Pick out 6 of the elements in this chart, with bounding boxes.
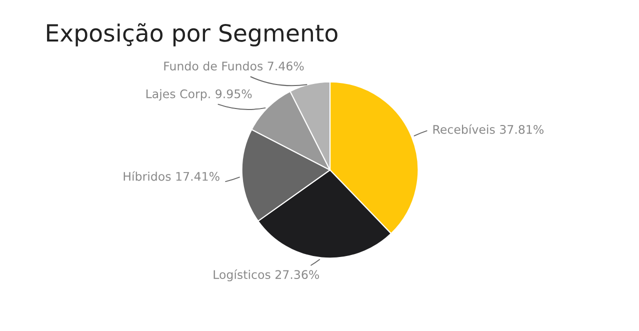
chart-title: Exposição por Segmento — [47, 23, 338, 46]
slice-label: Híbridos 17.41% — [124, 171, 220, 181]
slice-label: Lajes Corp. 9.95% — [146, 89, 252, 101]
slice-label: Recebíveis 37.81% — [433, 124, 544, 134]
slice-label: Logísticos 27.36% — [214, 269, 320, 282]
slice-label: Fundo de Fundos 7.46% — [164, 61, 304, 70]
